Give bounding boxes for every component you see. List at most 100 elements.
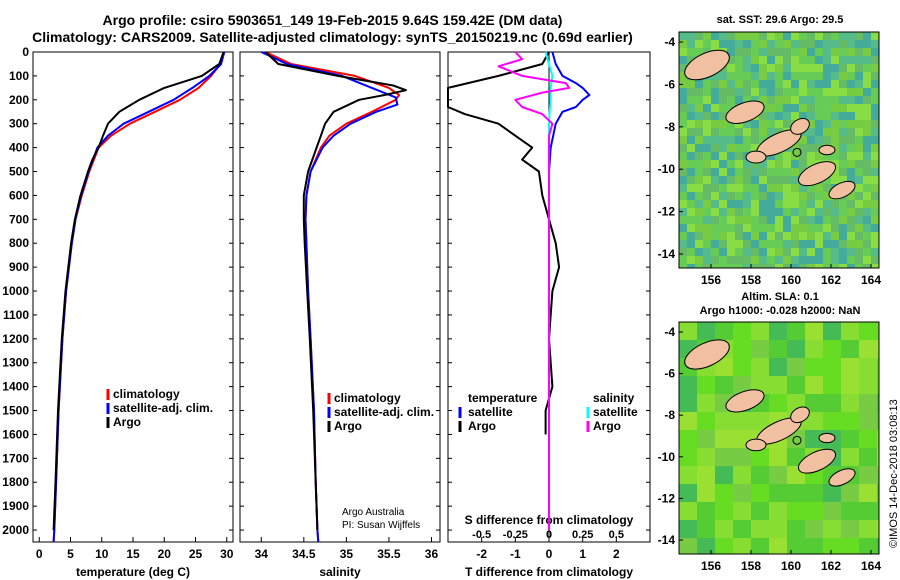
sst-map-cell	[711, 128, 719, 136]
sst-map-cell	[871, 216, 879, 224]
title-line-2: Climatology: CARS2009. Satellite-adjuste…	[32, 29, 633, 45]
sst-map-cell	[823, 192, 831, 200]
sla-lon-tick-label: 162	[821, 559, 841, 573]
sla-map-cell	[841, 322, 859, 340]
sst-map-cell	[783, 32, 791, 40]
sst-map-cell	[767, 264, 775, 268]
sst-map-cell	[791, 168, 799, 176]
sla-lat-tick-label: -8	[664, 408, 675, 422]
sst-map-cell	[839, 248, 847, 256]
sst-map-cell	[703, 176, 711, 184]
sst-map-cell	[703, 208, 711, 216]
sla-map-cell	[697, 430, 715, 448]
sst-map-cell	[831, 176, 839, 184]
sla-map-cell	[787, 340, 805, 358]
sst-map-cell	[719, 144, 727, 152]
sst-map-cell	[847, 32, 855, 40]
temp-x-tick-label: 20	[158, 547, 172, 561]
depth-tick-label: 1600	[2, 427, 29, 441]
sst-map-cell	[687, 112, 695, 120]
sst-map-cell	[703, 160, 711, 168]
sst-map-cell	[847, 192, 855, 200]
sst-map-cell	[767, 208, 775, 216]
sst-map-cell	[687, 80, 695, 88]
sla-map-title-2: Argo h1000: -0.028 h2000: NaN	[699, 305, 861, 317]
sst-island	[725, 100, 765, 124]
sst-map-cell	[871, 152, 879, 160]
sla-map-cell	[769, 358, 787, 376]
sla-map-title-1: Altim. SLA: 0.1	[741, 291, 819, 303]
sst-map-cell	[783, 152, 791, 160]
sst-map-cell	[871, 104, 879, 112]
sst-map-cell	[735, 208, 743, 216]
sst-map-cell	[751, 168, 759, 176]
sla-map-cell	[733, 538, 751, 554]
sla-map-cell	[787, 376, 805, 394]
sst-map-cell	[815, 200, 823, 208]
sst-map-cell	[863, 152, 871, 160]
sst-map-cell	[727, 184, 735, 192]
sla-map-cell	[769, 394, 787, 412]
sst-map-cell	[735, 120, 743, 128]
sst-map-cell	[759, 168, 767, 176]
sst-map-cell	[839, 216, 847, 224]
sst-map-cell	[679, 184, 687, 192]
sst-map-cell	[815, 72, 823, 80]
sst-map-cell	[679, 32, 687, 40]
sst-map-cell	[791, 32, 799, 40]
sst-map-cell	[863, 136, 871, 144]
sst-map-cell	[799, 216, 807, 224]
sla-map-cell	[697, 412, 715, 430]
sst-map-cell	[823, 248, 831, 256]
sst-map-cell	[815, 216, 823, 224]
sst-map-cell	[847, 176, 855, 184]
sst-map-cell	[839, 240, 847, 248]
depth-tick-label: 1300	[2, 356, 29, 370]
sst-map-cell	[775, 120, 783, 128]
sla-map-cell	[679, 538, 697, 554]
sst-map-cell	[751, 64, 759, 72]
sst-map-cell	[783, 248, 791, 256]
sla-map-cell	[823, 376, 841, 394]
sla-map-cell	[823, 538, 841, 554]
sst-map-cell	[727, 216, 735, 224]
sla-map-cell	[787, 484, 805, 502]
sst-map-cell	[703, 32, 711, 40]
sst-map-cell	[767, 192, 775, 200]
sst-map-cell	[855, 256, 863, 264]
sst-map-cell	[751, 256, 759, 264]
sla-map-cell	[733, 448, 751, 466]
sst-map-cell	[759, 48, 767, 56]
sst-map-cell	[735, 64, 743, 72]
sst-map-cell	[831, 96, 839, 104]
sla-map-cell	[751, 412, 769, 430]
sla-map-cell	[715, 448, 733, 466]
sst-map-cell	[695, 264, 703, 268]
sst-map-cell	[735, 40, 743, 48]
sst-map-cell	[871, 128, 879, 136]
sst-map-cell	[703, 184, 711, 192]
sst-map-cell	[823, 104, 831, 112]
sst-map-cell	[815, 224, 823, 232]
sst-map-cell	[695, 48, 703, 56]
sst-map-cell	[751, 200, 759, 208]
sst-map-cell	[711, 112, 719, 120]
sla-map-cell	[823, 340, 841, 358]
sla-lon-tick-label: 158	[741, 559, 761, 573]
sst-map-cell	[871, 144, 879, 152]
sst-map-cell	[743, 264, 751, 268]
sst-map-cell	[743, 120, 751, 128]
sla-island	[790, 406, 810, 424]
sst-map-cell	[791, 160, 799, 168]
sal-x-tick-label: 35	[340, 547, 354, 561]
sst-map-cell	[679, 240, 687, 248]
sla-map-cell	[805, 430, 823, 448]
diff-s-tick-label: 0	[546, 529, 552, 541]
sst-map-cell	[727, 120, 735, 128]
sst-map-cell	[719, 40, 727, 48]
sst-map-cell	[687, 200, 695, 208]
sst-map-cell	[735, 152, 743, 160]
sst-map-cell	[775, 208, 783, 216]
sst-map-cell	[679, 56, 687, 64]
sla-map-cell	[841, 538, 859, 554]
